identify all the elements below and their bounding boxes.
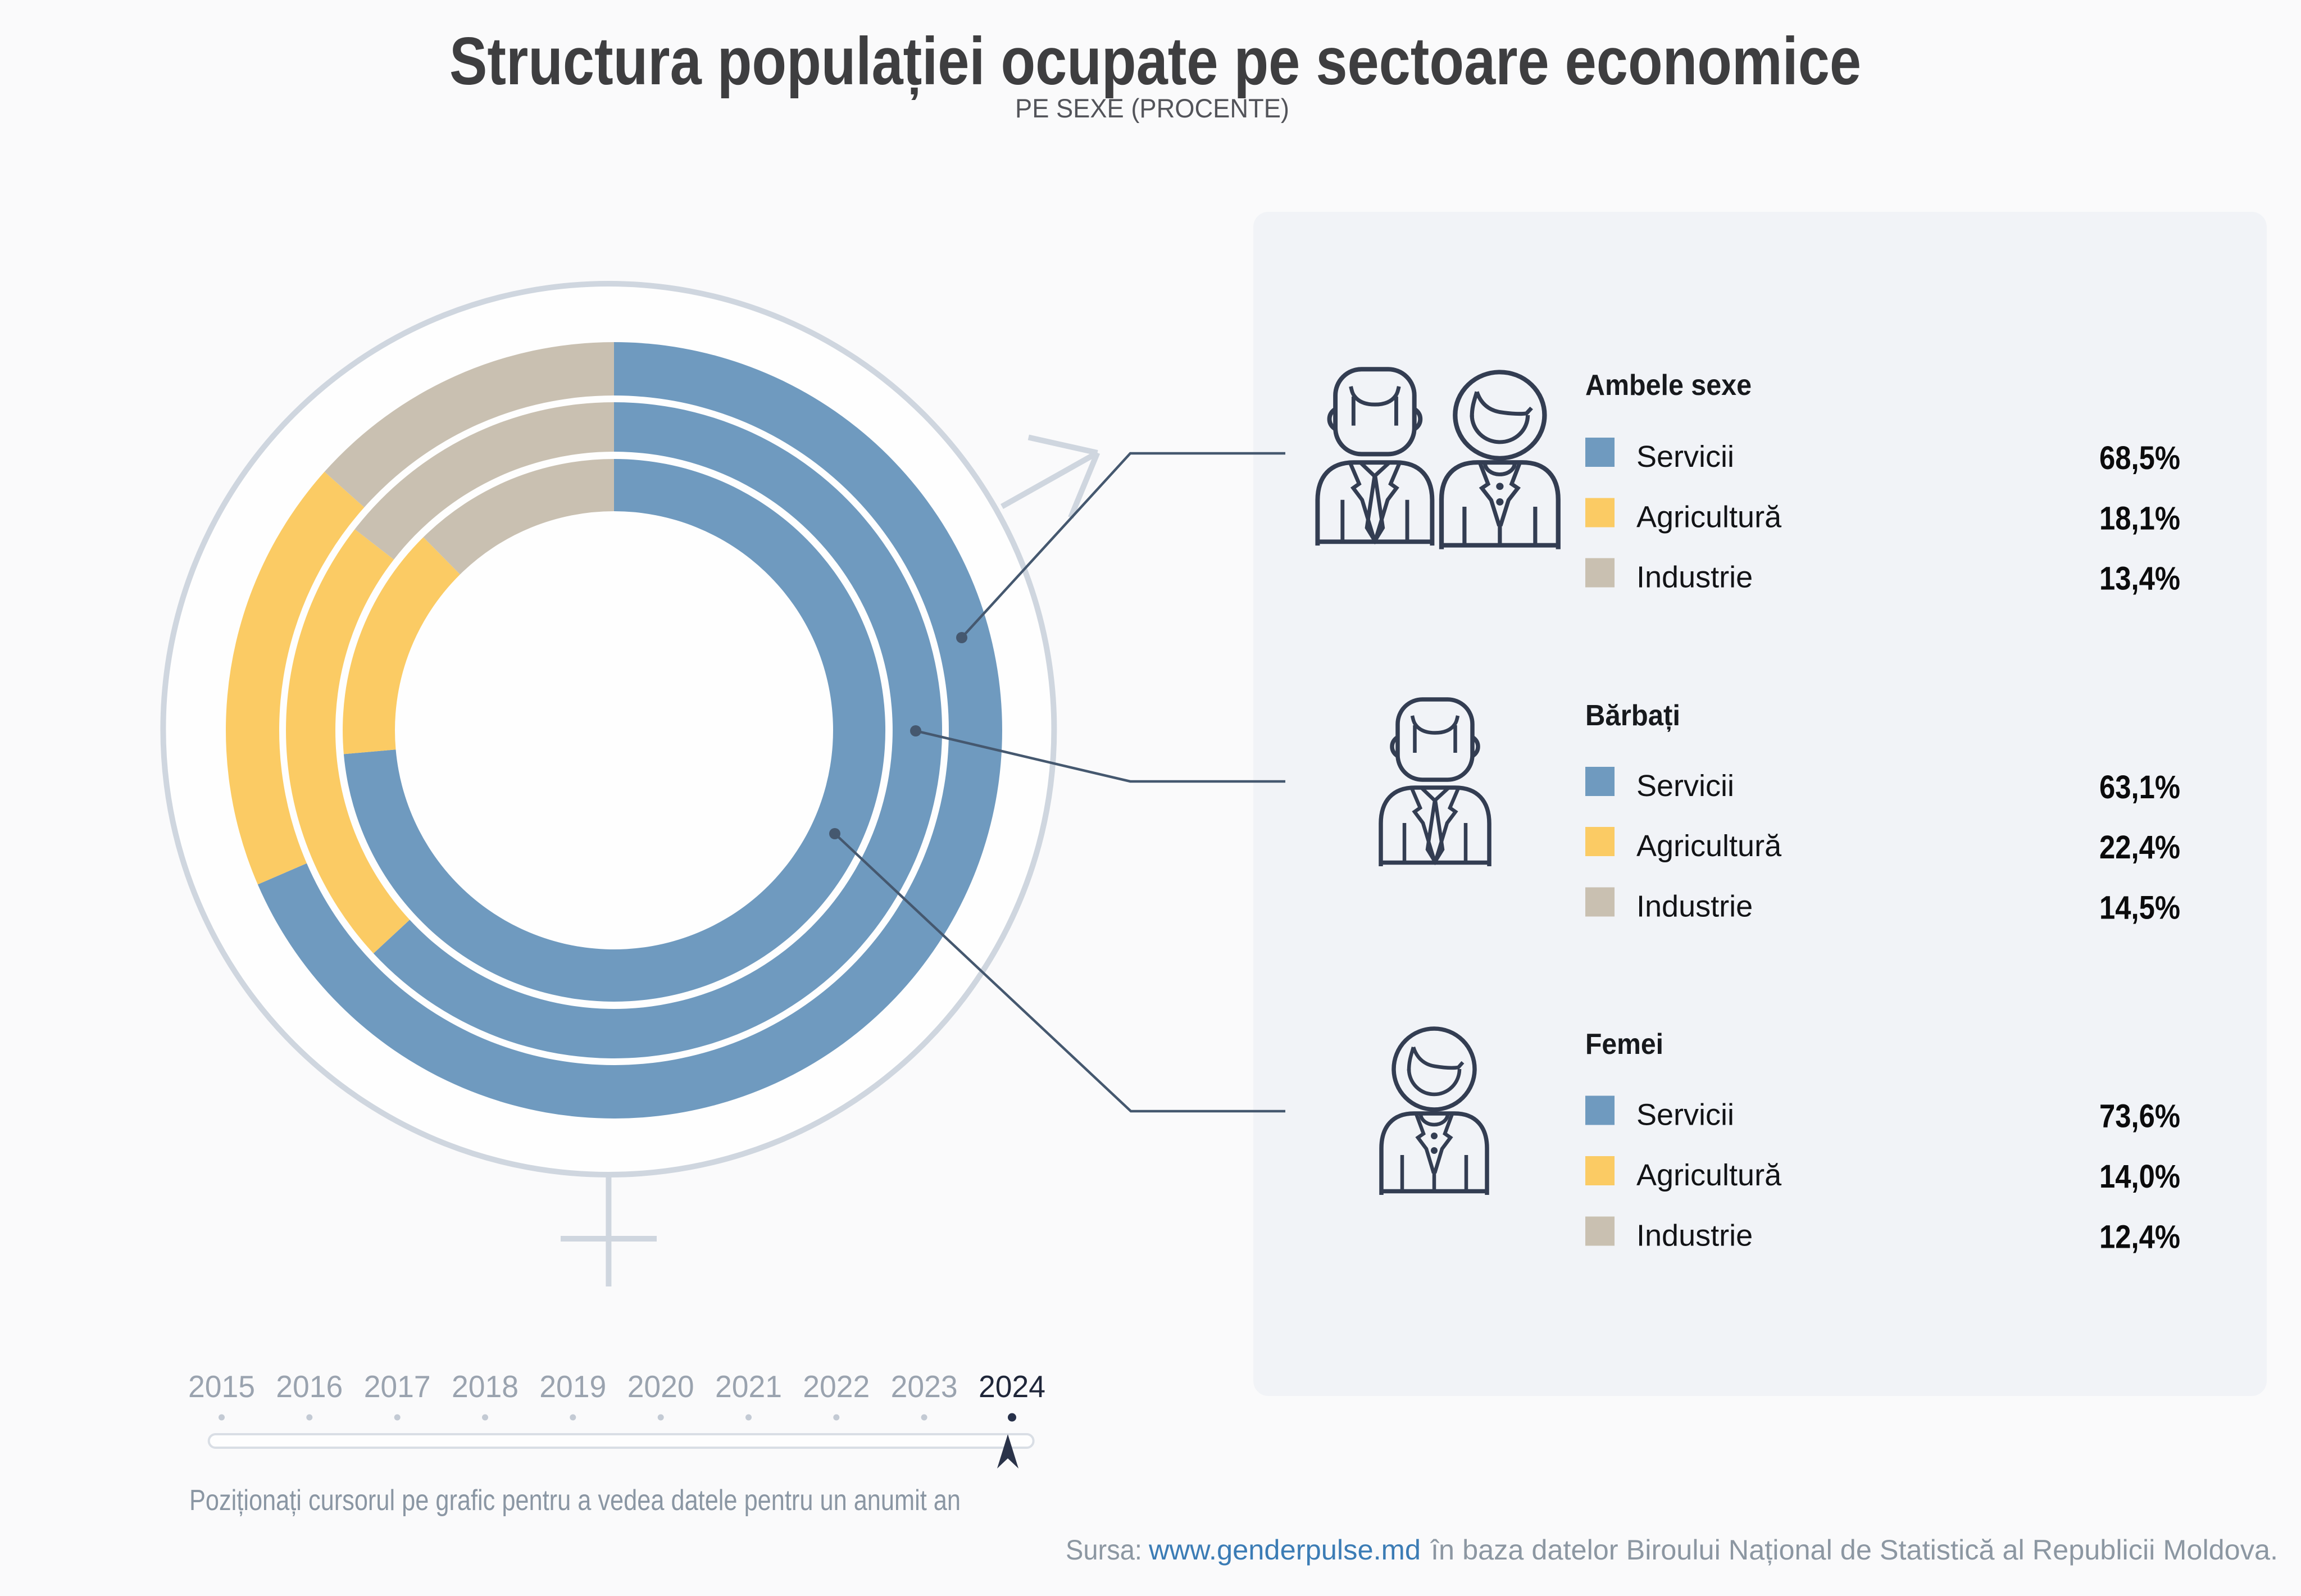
svg-text:2020: 2020	[627, 1369, 694, 1404]
svg-text:Agricultură: Agricultură	[1636, 829, 1782, 863]
svg-text:2022: 2022	[803, 1369, 870, 1404]
svg-text:2017: 2017	[364, 1369, 431, 1404]
svg-text:2023: 2023	[891, 1369, 958, 1404]
svg-text:Servicii: Servicii	[1636, 1098, 1734, 1132]
svg-text:13,4%: 13,4%	[2099, 561, 2180, 597]
svg-text:Industrie: Industrie	[1636, 1219, 1753, 1253]
svg-text:63,1%: 63,1%	[2099, 769, 2180, 806]
svg-text:22,4%: 22,4%	[2099, 829, 2180, 866]
svg-text:Agricultură: Agricultură	[1636, 501, 1782, 534]
svg-text:Servicii: Servicii	[1636, 769, 1734, 803]
svg-text:Industrie: Industrie	[1636, 890, 1753, 924]
svg-text:în baza datelor Biroului Națio: în baza datelor Biroului Național de Sta…	[1430, 1534, 2278, 1566]
svg-text:2024: 2024	[979, 1369, 1045, 1404]
svg-text:2019: 2019	[539, 1369, 606, 1404]
svg-text:2021: 2021	[715, 1369, 782, 1404]
svg-text:Bărbați: Bărbați	[1585, 699, 1680, 732]
svg-text:18,1%: 18,1%	[2099, 501, 2180, 537]
svg-text:Sursa:: Sursa:	[1066, 1534, 1142, 1566]
svg-text:Structura populației ocupate p: Structura populației ocupate pe sectoare…	[449, 24, 1861, 100]
svg-text:2018: 2018	[452, 1369, 519, 1404]
svg-text:12,4%: 12,4%	[2099, 1219, 2180, 1256]
svg-text:Femei: Femei	[1585, 1028, 1663, 1061]
svg-text:68,5%: 68,5%	[2099, 440, 2180, 476]
svg-text:Ambele sexe: Ambele sexe	[1585, 369, 1752, 402]
svg-text:Agricultură: Agricultură	[1636, 1158, 1782, 1192]
svg-text:14,0%: 14,0%	[2099, 1158, 2180, 1195]
svg-text:Industrie: Industrie	[1636, 561, 1753, 594]
svg-text:www.genderpulse.md: www.genderpulse.md	[1148, 1534, 1421, 1566]
svg-text:73,6%: 73,6%	[2099, 1098, 2180, 1135]
svg-text:Poziționați cursorul pe grafic: Poziționați cursorul pe grafic pentru a …	[189, 1484, 961, 1517]
svg-text:2015: 2015	[188, 1369, 255, 1404]
svg-text:2016: 2016	[276, 1369, 343, 1404]
svg-text:PE SEXE (PROCENTE): PE SEXE (PROCENTE)	[1015, 93, 1289, 123]
svg-text:14,5%: 14,5%	[2099, 890, 2180, 926]
svg-text:Servicii: Servicii	[1636, 440, 1734, 474]
